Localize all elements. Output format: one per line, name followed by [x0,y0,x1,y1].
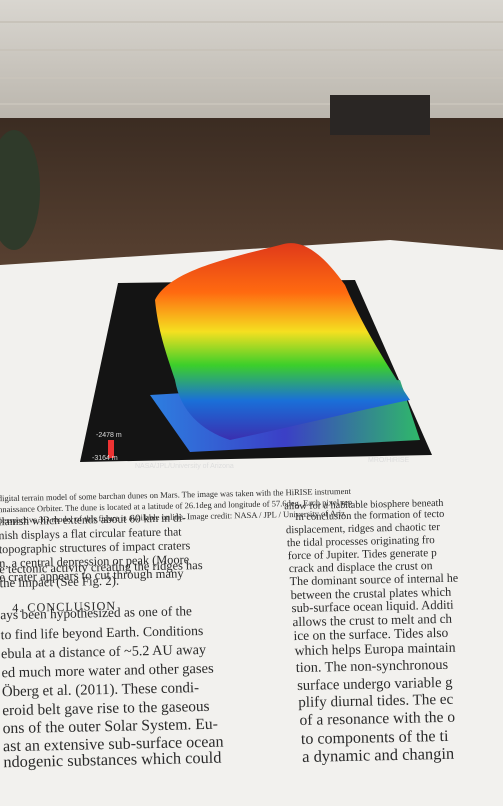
right-column-line: allow for a habitable biosphere beneath [284,498,443,512]
left-column-line: ebula at a distance of ~5.2 AU away [1,642,207,662]
right-column-line: to components of the ti [301,728,449,748]
terrain [155,243,410,440]
right-column-line: In conclusion the formation of tecto [295,509,444,523]
figure-label: NASA/JPL/University of Arizona [135,463,234,470]
section-heading: 4. CONCLUSION [12,599,116,615]
paper-text: digital terrain model of some barchan du… [0,486,459,772]
right-column-line: force of Jupiter. Tides generate p [288,547,437,562]
right-column-line: sub-surface ocean liquid. Additi [291,598,454,615]
left-column-line: n, a central depression or peak (Moore [0,552,190,570]
figure-labels: -2478 m -3164 m NASA/JPL/University of Ari… [92,432,410,470]
left-column-line: ons of the outer Solar System. Eu- [2,716,218,738]
right-column-line: which helps Europa maintain [294,640,455,658]
right-column-line: ice on the surface. Tides also [293,625,448,643]
right-column-line: crack and displace the crust on [289,559,433,575]
left-column-line: to find life beyond Earth. Conditions [1,623,204,642]
left-column-line: the impact (See Fig. 2). [0,574,119,591]
device [330,95,430,135]
right-column-line: tion. The non-synchronous [296,657,449,676]
right-column-line: of a resonance with the o [299,709,455,729]
left-column-line: ndogenic substances which could [3,748,221,772]
left-column-line: llanish which extends about 60 km in di- [0,512,186,528]
left-column-line: ed much more water and other gases [1,661,214,681]
right-column-line: surface undergo variable g [297,675,453,694]
color-scale [108,440,114,458]
left-column-line: ays been hypothesized as one of the [0,603,192,622]
pot [0,130,40,250]
right-column-line: between the crustal plates which [291,585,453,602]
left-column-line: nish displays a flat circular feature th… [0,525,182,542]
figure-label: -2478 m [96,432,122,439]
right-column-line: displacement, ridges and chaotic ter [286,521,441,536]
right-column-line: The dominant source of internal he [290,571,459,589]
left-column-line: eroid belt gave rise to the gaseous [2,698,210,719]
right-column-line: allows the crust to melt and ch [292,611,452,629]
left-column-line: topographic structures of impact craters [0,538,191,556]
left-column-line: e tectonic activity creating the ridges … [0,558,203,576]
right-column-line: a dynamic and changin [302,744,454,766]
right-column-line: the tidal processes originating fro [287,534,436,549]
left-column-line: ast an extensive sub-surface ocean [3,734,224,756]
figure-label: -3164 m [92,455,118,462]
brick-lines [0,21,503,105]
left-column-line: Öberg et al. (2011). These condi- [2,679,200,700]
figure-label: MRO/HiRISE [368,457,410,464]
right-column-line: plify diurnal tides. The ec [298,692,454,711]
left-column-line: e crater appears to cut through many [0,566,184,584]
